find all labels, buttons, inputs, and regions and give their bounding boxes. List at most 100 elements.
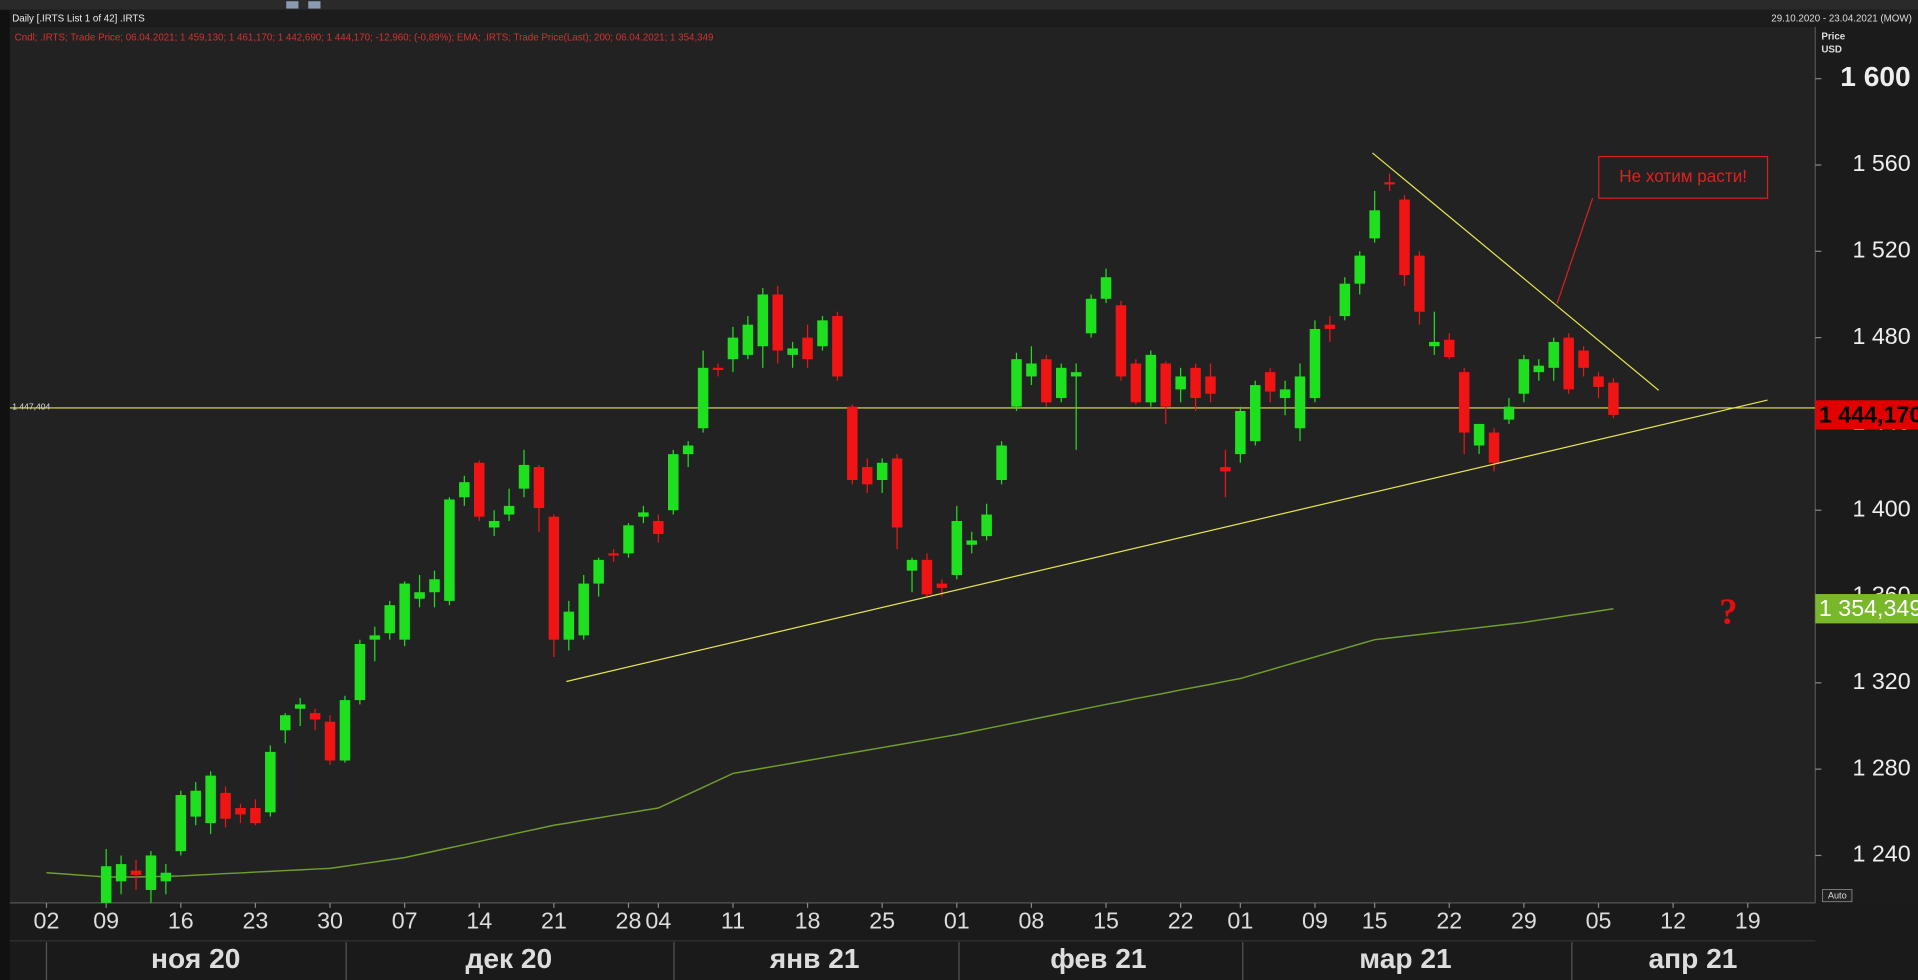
candle-body — [1458, 372, 1470, 433]
title-bar — [9, 9, 1918, 27]
candle-body — [220, 792, 231, 819]
candle-body — [339, 700, 351, 761]
last-price-tag — [1815, 400, 1918, 430]
x-tick-label: 16 — [168, 908, 194, 934]
candle-body — [1220, 467, 1231, 472]
candle-body — [1145, 354, 1157, 403]
candle-body — [772, 294, 783, 351]
candle-body — [1085, 298, 1097, 334]
candle-body — [787, 348, 798, 355]
candle-body — [1011, 359, 1022, 407]
candle-body — [1578, 350, 1589, 368]
candle-body — [593, 559, 604, 584]
month-label: мар 21 — [1359, 943, 1451, 974]
y-tick-label: 1 600 — [1840, 61, 1910, 92]
x-tick-label: 14 — [466, 908, 492, 934]
candle-body — [175, 795, 187, 852]
candle-body — [891, 458, 903, 528]
y-tick-label: 1 240 — [1853, 841, 1911, 867]
candle-body — [832, 316, 843, 377]
plot-area — [9, 26, 1816, 903]
candle-body — [115, 864, 127, 882]
x-tick-label: 01 — [944, 908, 970, 934]
x-tick-label: 08 — [1018, 908, 1044, 934]
x-tick-label: 12 — [1660, 908, 1686, 934]
candle-body — [802, 337, 813, 360]
candle-body — [384, 605, 395, 634]
candle-body — [608, 553, 619, 556]
price-line-label: 1 447,404 — [12, 402, 50, 412]
candle-body — [309, 713, 321, 720]
candle-body — [1026, 363, 1037, 377]
candle-body — [1175, 376, 1186, 390]
candle-body — [638, 512, 649, 517]
candle-body — [250, 807, 261, 824]
candle-body — [294, 704, 306, 709]
x-tick-label: 05 — [1586, 908, 1612, 934]
candle-body — [354, 644, 366, 701]
candle-body — [817, 320, 828, 347]
candle-body — [1115, 305, 1127, 377]
candle-body — [712, 367, 724, 370]
candle-body — [1548, 341, 1559, 368]
candle-body — [1429, 341, 1440, 347]
candle-body — [1414, 255, 1425, 312]
candle-body — [190, 790, 201, 817]
auto-button[interactable] — [1822, 889, 1853, 903]
candle-body — [697, 367, 709, 429]
auto-button-label[interactable]: Auto — [1828, 891, 1847, 901]
candle-body — [1563, 337, 1574, 390]
x-tick-label: 15 — [1093, 908, 1119, 934]
toolbar-icon[interactable] — [286, 1, 299, 9]
candle-body — [1473, 423, 1485, 446]
candle-body — [324, 721, 336, 761]
y-tick-label: 1 560 — [1853, 150, 1911, 176]
candle-body — [1160, 363, 1171, 407]
candle-body — [1130, 363, 1142, 403]
annotation-arrow — [1556, 198, 1594, 304]
candle-body — [1384, 182, 1395, 185]
candle-body — [1190, 367, 1201, 399]
month-label: апр 21 — [1648, 943, 1737, 974]
candle-body — [235, 807, 246, 815]
candle-body — [414, 592, 425, 599]
candle-body — [1354, 255, 1365, 284]
candle-body — [563, 611, 575, 640]
ema-price-tag-label: 1 354,349 — [1819, 595, 1918, 621]
candle-body — [653, 521, 664, 534]
candle-body — [1444, 339, 1455, 358]
candle-body — [1324, 324, 1336, 329]
candle-body — [1518, 359, 1530, 394]
candle-body — [906, 559, 918, 571]
candle-body — [847, 406, 858, 481]
legend-text: Cndl; .IRTS; Trade Price; 06.04.2021; 1 … — [15, 33, 714, 44]
last-price-tag-label: 1 444,170 — [1819, 401, 1918, 427]
toolbar-icon[interactable] — [308, 1, 321, 9]
candle-body — [488, 521, 500, 528]
x-tick-label: 19 — [1735, 908, 1761, 934]
candle-body — [966, 540, 977, 545]
x-tick-label: 18 — [795, 908, 821, 934]
x-tick-label: 28 — [616, 908, 642, 934]
candle-body — [951, 521, 963, 575]
candle-body — [1264, 372, 1276, 392]
candle-body — [996, 445, 1007, 481]
candle-body — [1250, 385, 1261, 442]
x-tick-label: 29 — [1511, 908, 1537, 934]
ema-line — [46, 608, 1614, 878]
annotation-box — [1598, 155, 1769, 199]
date-range: 29.10.2020 - 23.04.2021 (MOW) — [1771, 14, 1912, 25]
support-trendline — [566, 399, 1768, 683]
candle-body — [727, 337, 739, 360]
candle-body — [1279, 389, 1291, 399]
candle-body — [548, 516, 560, 640]
y-axis-label: Price — [1821, 31, 1845, 42]
candle-body — [1399, 199, 1410, 276]
candle-body — [1294, 376, 1306, 429]
x-tick-label: 15 — [1362, 908, 1388, 934]
candle-body — [145, 855, 157, 890]
candle-body — [429, 579, 440, 593]
x-tick-label: 01 — [1227, 908, 1253, 934]
y-tick-label: 1 280 — [1853, 754, 1911, 780]
